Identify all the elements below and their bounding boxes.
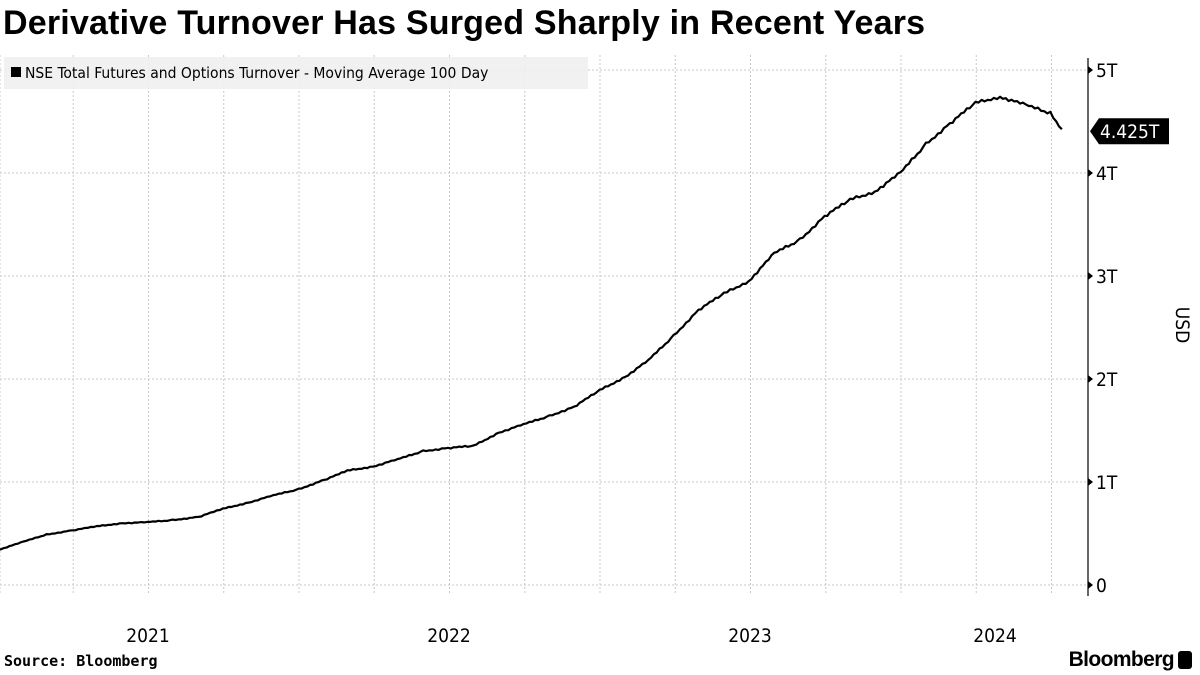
logo-mark-icon [1178,651,1192,669]
x-tick-label: 2022 [427,625,471,647]
bloomberg-logo: Bloomberg [1069,648,1192,672]
y-tick-label: 2T [1096,369,1118,391]
grid [0,55,1088,595]
x-tick-label: 2021 [126,625,170,647]
y-tick [1088,66,1093,74]
y-tick-label: 3T [1096,266,1118,288]
y-tick [1088,478,1093,486]
legend-swatch [11,67,21,77]
chart-title: Derivative Turnover Has Surged Sharply i… [3,4,926,42]
x-tick-label: 2024 [973,625,1017,647]
x-tick-label: 2023 [728,625,772,647]
y-tick-label: 5T [1096,60,1118,82]
logo-text: Bloomberg [1068,648,1175,671]
y-axis-label: USD [1171,307,1193,344]
last-value-label: 4.425T [1090,118,1169,145]
source-note: Source: Bloomberg [4,652,158,670]
y-tick [1088,272,1093,280]
series-line [0,95,1063,551]
last-value-badge [1090,118,1169,145]
y-tick-label: 4T [1096,163,1118,185]
y-tick-label: 1T [1096,472,1118,494]
legend-label: NSE Total Futures and Options Turnover -… [25,64,488,82]
y-tick [1088,581,1093,589]
y-tick-label: 0 [1096,575,1107,597]
legend: NSE Total Futures and Options Turnover -… [4,57,588,89]
legend-background [4,57,588,89]
axes: 0 1T 2T 3T 4T 5T 2021 2022 2023 2024 [126,58,1118,647]
last-value-text: 4.425T [1100,121,1160,143]
y-tick [1088,375,1093,383]
y-tick [1088,169,1093,177]
